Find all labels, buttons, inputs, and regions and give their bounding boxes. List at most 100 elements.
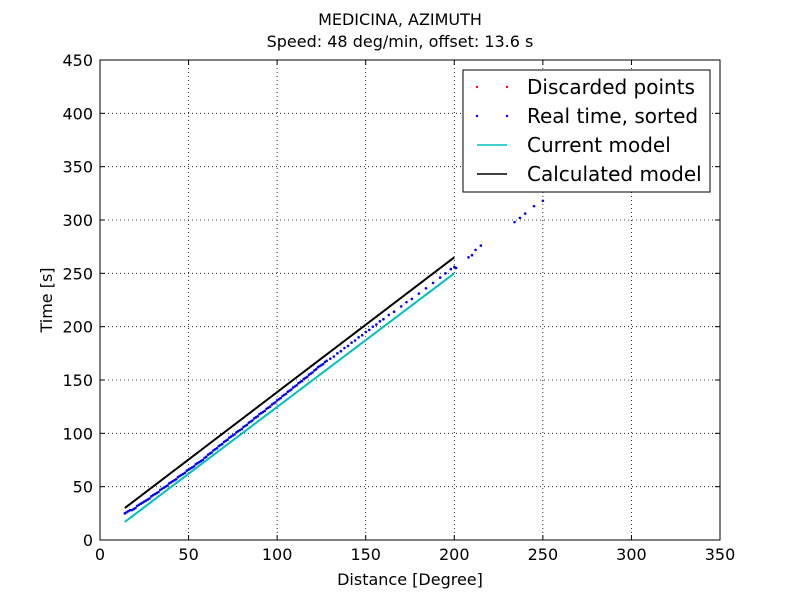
chart-subtitle: Speed: 48 deg/min, offset: 13.6 s: [267, 32, 534, 51]
y-tick-label: 400: [62, 104, 93, 123]
y-tick-label: 50: [73, 478, 93, 497]
x-axis-label: Distance [Degree]: [337, 570, 483, 589]
data-point: [336, 352, 339, 355]
data-point: [523, 212, 527, 215]
data-point: [174, 477, 178, 481]
data-point: [353, 339, 357, 342]
data-point: [387, 313, 391, 317]
data-point: [295, 384, 298, 387]
x-tick-label: 0: [95, 545, 105, 564]
data-point: [399, 305, 403, 308]
data-point: [479, 244, 483, 247]
data-point: [290, 388, 293, 391]
y-tick-label: 350: [62, 158, 93, 177]
data-point: [210, 451, 213, 454]
x-tick-label: 200: [439, 545, 470, 564]
x-tick-label: 150: [350, 545, 381, 564]
data-point: [134, 506, 137, 510]
data-point: [220, 442, 224, 446]
data-point: [332, 355, 336, 358]
data-point: [454, 266, 458, 270]
x-tick-label: 250: [528, 545, 559, 564]
plot-frame: [99, 59, 721, 541]
data-point: [274, 401, 277, 404]
axis-ticks: 0 50 100 150 200 250 300 350 0 50 100 150 200 250 300 3…: [62, 51, 735, 564]
y-tick-label: 150: [62, 371, 93, 390]
data-point: [378, 320, 382, 323]
data-point: [405, 300, 408, 304]
data-point: [470, 253, 474, 257]
x-tick-label: 50: [178, 545, 198, 564]
data-point: [417, 292, 421, 295]
data-point: [226, 438, 229, 442]
data-point: [204, 455, 208, 459]
legend-marker-swatch: [505, 85, 509, 89]
chart-title: MEDICINA, AZIMUTH: [318, 10, 482, 29]
data-point: [305, 375, 309, 379]
data-point: [375, 323, 378, 326]
data-point: [284, 392, 288, 396]
y-tick-label: 0: [83, 531, 93, 550]
data-point: [328, 357, 332, 360]
y-tick-label: 100: [62, 424, 93, 443]
data-point: [268, 405, 272, 408]
data-point: [438, 276, 442, 279]
data-point: [157, 490, 160, 494]
data-point: [192, 465, 196, 468]
data-point: [410, 297, 414, 301]
data-point: [532, 204, 536, 208]
x-tick-label: 100: [262, 545, 293, 564]
data-point: [518, 216, 522, 220]
legend-marker-swatch: [475, 114, 479, 118]
data-point: [339, 349, 343, 353]
data-point: [474, 248, 477, 252]
data-point: [166, 484, 169, 487]
legend-label: Discarded points: [527, 75, 695, 99]
data-point: [321, 362, 325, 366]
x-tick-label: 350: [705, 545, 736, 564]
data-point: [148, 497, 151, 500]
data-point: [360, 333, 364, 337]
data-point: [346, 344, 350, 348]
data-point: [215, 446, 219, 450]
data-point: [444, 272, 447, 275]
data-point: [251, 419, 254, 422]
data-point: [325, 359, 329, 363]
legend-box: [462, 69, 711, 193]
data-point: [392, 310, 396, 314]
data-point: [233, 433, 236, 436]
series-line: [124, 256, 455, 509]
legend-label: Calculated model: [527, 162, 702, 186]
data-point: [357, 336, 360, 339]
data-point: [201, 458, 205, 462]
y-tick-label: 250: [62, 264, 93, 283]
y-tick-label: 450: [62, 51, 93, 70]
series-line: [124, 272, 455, 523]
data-point: [424, 286, 428, 290]
legend-label: Current model: [527, 133, 671, 157]
legend-marker-swatch: [475, 85, 479, 89]
y-tick-label: 300: [62, 211, 93, 230]
data-point: [367, 328, 371, 332]
legend: Discarded points Real time, sorted Current…: [462, 69, 711, 193]
data-point: [364, 330, 368, 334]
data-point: [371, 325, 375, 328]
plot-area: [123, 199, 545, 523]
data-point: [311, 371, 314, 374]
data-point: [350, 341, 353, 344]
x-tick-label: 300: [616, 545, 647, 564]
data-point: [541, 199, 545, 203]
data-point: [279, 396, 282, 400]
data-point: [263, 409, 267, 413]
data-point: [431, 281, 435, 285]
y-axis-label: Time [s]: [37, 267, 56, 333]
data-point: [314, 368, 318, 371]
data-point: [449, 267, 453, 271]
legend-marker-swatch: [505, 114, 509, 118]
data-point: [245, 423, 249, 427]
legend-label: Real time, sorted: [527, 104, 698, 128]
data-point: [343, 346, 346, 350]
y-tick-label: 200: [62, 318, 93, 337]
